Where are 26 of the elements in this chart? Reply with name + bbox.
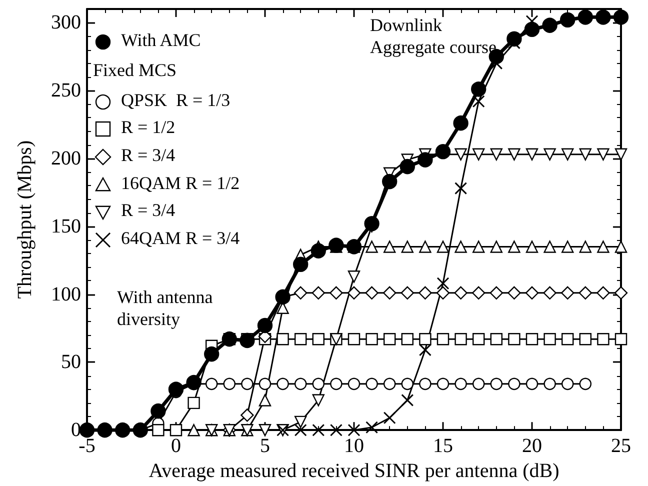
y-tick-label: 0: [71, 419, 81, 442]
y-tick-label: 50: [61, 351, 81, 374]
legend-label: R = 1/2: [121, 117, 176, 137]
y-tick-label: 300: [51, 12, 81, 34]
legend-label: With AMC: [121, 30, 201, 50]
y-tick-label: 250: [51, 80, 81, 102]
y-tick-label: 200: [51, 147, 81, 170]
annotation: Downlink Aggregate course: [370, 15, 496, 57]
y-tick-label: 100: [51, 283, 81, 306]
legend-label: QPSK R = 1/3: [121, 90, 230, 110]
x-axis-title: Average measured received SINR per antenna (dB): [148, 460, 560, 482]
y-axis-title: Throughput (Mbps): [14, 140, 36, 299]
x-tick-label: 15: [433, 435, 453, 458]
y-tick-label: 150: [51, 215, 81, 238]
x-tick-label: 25: [611, 435, 631, 458]
x-tick-label: 0: [171, 435, 181, 458]
x-tick-label: -5: [78, 435, 96, 458]
x-tick-label: 20: [522, 435, 542, 458]
legend-label: 64QAM R = 3/4: [121, 228, 240, 248]
legend-label: R = 3/4: [121, 200, 176, 220]
annotation: With antenna diversity: [117, 287, 213, 329]
legend-label: 16QAM R = 1/2: [121, 173, 240, 193]
legend-title: Fixed MCS: [93, 60, 177, 80]
x-tick-label: 5: [260, 435, 270, 458]
x-tick-label: 10: [344, 435, 364, 458]
legend-label: R = 3/4: [121, 145, 176, 165]
